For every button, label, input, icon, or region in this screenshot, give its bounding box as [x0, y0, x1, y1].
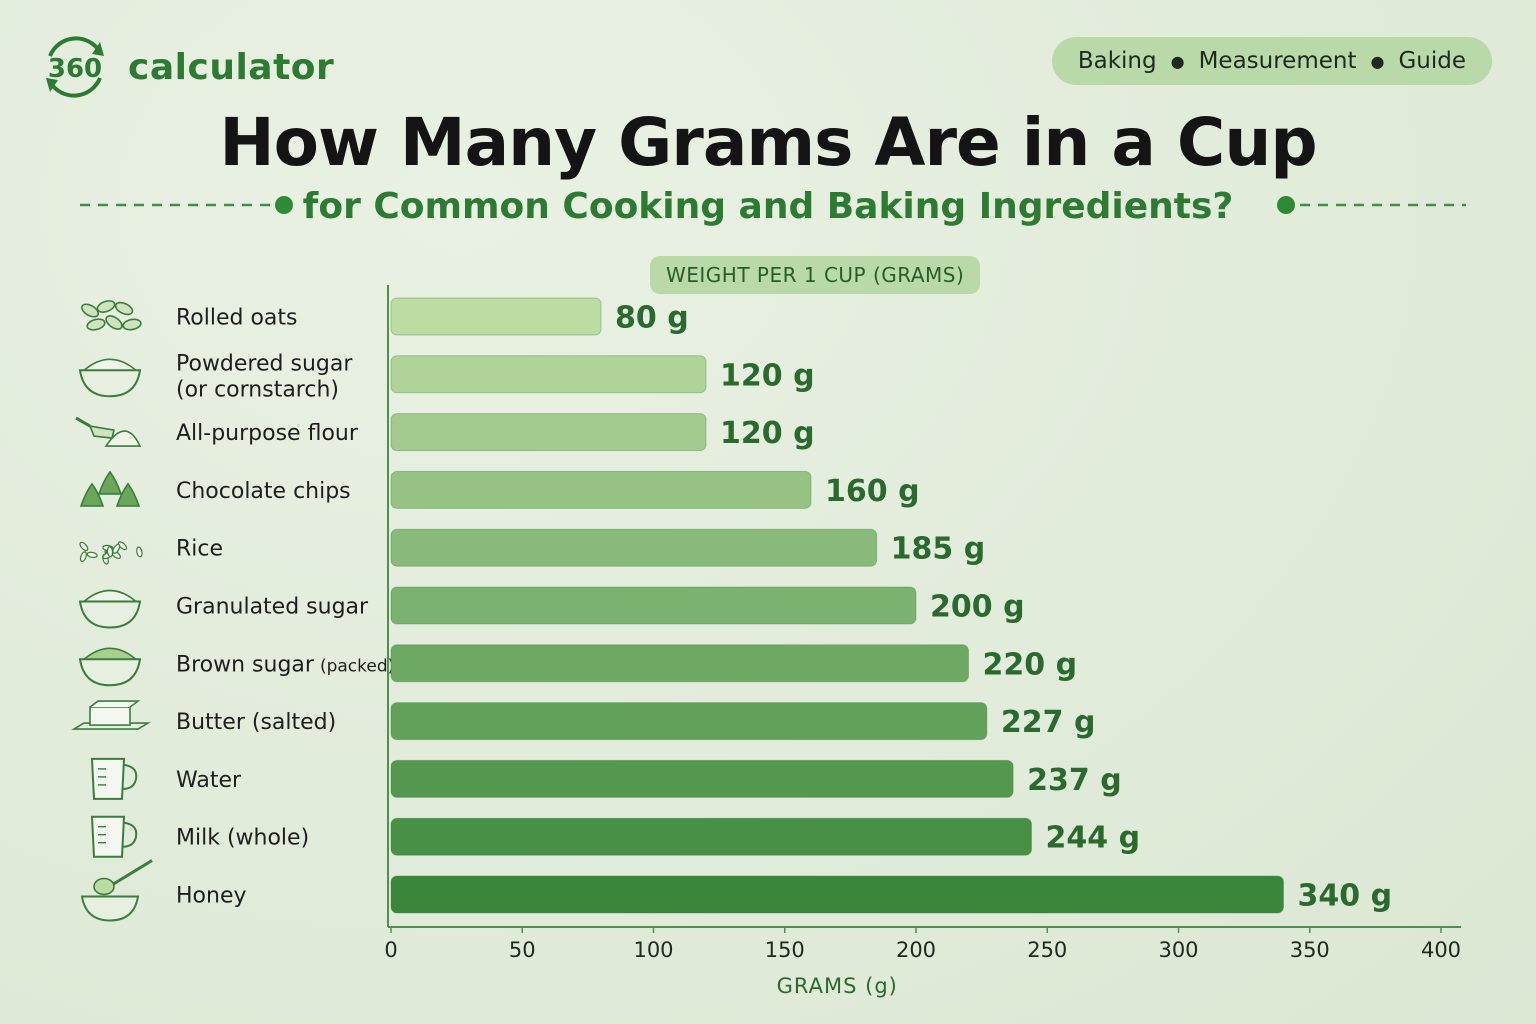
- bar: [390, 702, 988, 741]
- bar-value-label: 160 g: [825, 474, 920, 509]
- category-label-line2: (or cornstarch): [176, 377, 339, 402]
- x-tick-label: 250: [1027, 938, 1067, 962]
- sugar-bowl-icon: [78, 589, 142, 629]
- bar-value-label: 80 g: [615, 301, 689, 336]
- logo-number: 360: [48, 54, 102, 84]
- rice-icon: [79, 541, 143, 565]
- category-label: Brown sugar (packed): [176, 652, 394, 677]
- bar-value-label: 220 g: [983, 647, 1078, 682]
- bar-value-label: 120 g: [720, 416, 815, 451]
- bar-value-label: 237 g: [1027, 763, 1122, 798]
- category-label: Rice: [176, 537, 223, 562]
- brand-logo: 360 calculator: [38, 30, 334, 104]
- chart-title: How Many Grams Are in a Cup: [219, 104, 1317, 181]
- calculator-360-logo-icon: 360: [46, 36, 104, 98]
- bar: [390, 297, 602, 336]
- oats-icon: [81, 300, 142, 331]
- category-label: Chocolate chips: [176, 479, 351, 504]
- tag-baking: Baking: [1077, 48, 1157, 74]
- bar: [390, 644, 969, 683]
- bar: [390, 759, 1014, 798]
- x-tick-label: 350: [1290, 938, 1330, 962]
- tag-separator: ●: [1370, 51, 1385, 71]
- series-label-pill: WEIGHT PER 1 CUP (GRAMS): [650, 256, 981, 294]
- topic-tags: Baking ● Measurement ● Guide: [1051, 37, 1492, 85]
- flour-scoop-icon: [75, 416, 142, 447]
- category-label: Butter (salted): [176, 710, 336, 735]
- brand-name: calculator: [128, 46, 335, 88]
- x-tick-label: 150: [765, 938, 805, 962]
- bar: [390, 875, 1284, 914]
- bar: [390, 413, 707, 452]
- category-label: Water: [176, 768, 242, 793]
- bowl-powder-icon: [78, 358, 142, 398]
- left-divider-decoration: [80, 196, 293, 214]
- chocolate-chips-icon: [79, 470, 141, 507]
- bar: [390, 817, 1032, 856]
- x-axis-title: GRAMS (g): [777, 974, 898, 998]
- x-tick-label: 300: [1158, 938, 1198, 962]
- bar-value-label: 185 g: [891, 532, 986, 567]
- tag-measurement: Measurement: [1198, 48, 1357, 74]
- category-label: All-purpose flour: [176, 421, 359, 446]
- category-label: Honey: [176, 884, 247, 909]
- butter-icon: [71, 700, 151, 730]
- x-tick-label: 0: [384, 938, 397, 962]
- honey-bowl-icon: [80, 859, 153, 922]
- x-tick-label: 400: [1421, 938, 1461, 962]
- tag-guide: Guide: [1398, 48, 1466, 74]
- bar-value-label: 244 g: [1046, 821, 1141, 856]
- bar-value-label: 120 g: [720, 358, 815, 393]
- category-label-suffix: (packed): [320, 656, 394, 676]
- x-tick-label: 200: [896, 938, 936, 962]
- bar: [390, 528, 878, 567]
- brown-sugar-bowl-icon: [78, 647, 142, 687]
- bar: [390, 586, 917, 625]
- chart-subtitle: for Common Cooking and Baking Ingredient…: [302, 186, 1234, 227]
- bar: [390, 470, 812, 509]
- bar-value-label: 340 g: [1298, 879, 1393, 914]
- bar-value-label: 227 g: [1001, 705, 1096, 740]
- measuring-cup-icon: [90, 815, 138, 858]
- category-label: Rolled oats: [176, 306, 298, 331]
- bar-value-label: 200 g: [930, 590, 1025, 625]
- category-label: Powdered sugar: [176, 351, 353, 376]
- category-label: Milk (whole): [176, 826, 309, 851]
- category-label: Granulated sugar: [176, 595, 369, 620]
- x-tick-label: 100: [633, 938, 673, 962]
- bar: [390, 355, 707, 394]
- tag-separator: ●: [1170, 51, 1185, 71]
- right-divider-decoration: [1277, 196, 1466, 214]
- x-tick-label: 50: [509, 938, 536, 962]
- measuring-cup-icon: [90, 757, 138, 800]
